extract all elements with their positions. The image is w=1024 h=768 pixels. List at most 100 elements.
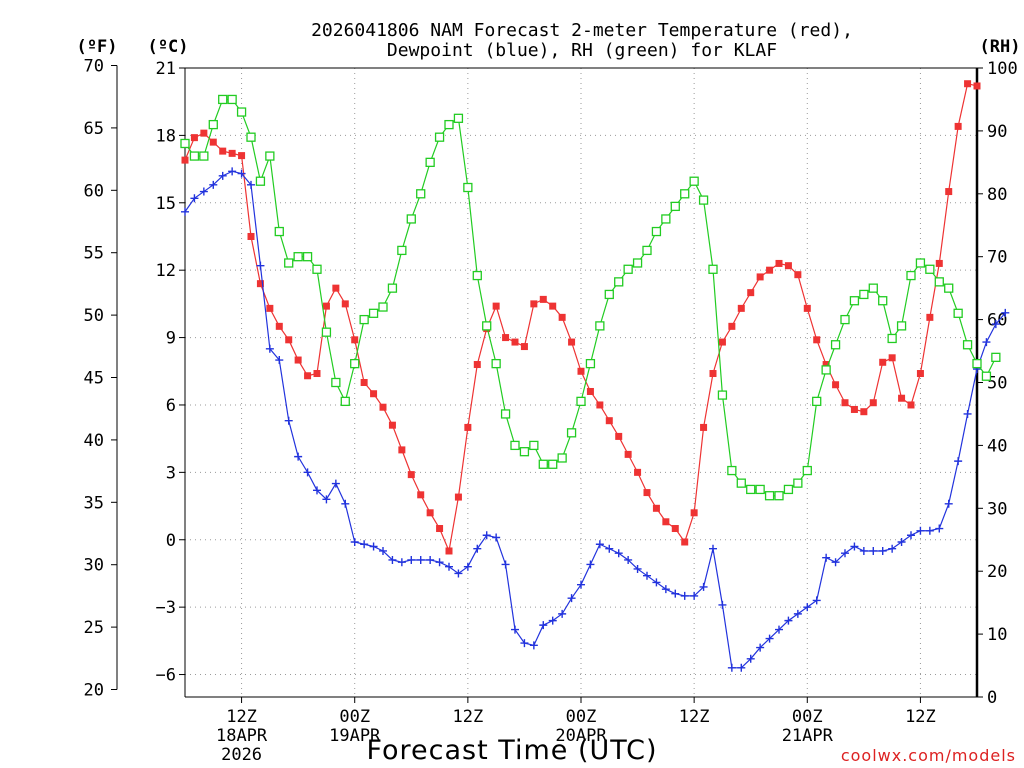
rh-point bbox=[378, 302, 388, 312]
temperature-point bbox=[973, 82, 981, 90]
rh-point bbox=[708, 264, 718, 274]
dewpoint-point bbox=[963, 409, 972, 418]
temperature-point bbox=[294, 356, 302, 364]
dewpoint-point bbox=[718, 600, 727, 609]
dewpoint-point bbox=[190, 194, 199, 203]
rh-point bbox=[359, 314, 369, 325]
rh-point bbox=[227, 94, 237, 105]
rh-point bbox=[604, 289, 614, 300]
x-tick-date-label: 21APR bbox=[782, 726, 834, 746]
temperature-point bbox=[615, 432, 623, 440]
rh-point bbox=[472, 270, 482, 281]
dewpoint-point bbox=[793, 609, 802, 618]
temperature-point bbox=[794, 271, 802, 279]
dewpoint-point bbox=[784, 616, 793, 625]
temperature-point bbox=[662, 518, 670, 526]
dewpoint-point bbox=[350, 537, 359, 546]
x-tick-date-label: 18APR bbox=[216, 726, 268, 746]
rh-point bbox=[453, 113, 464, 123]
x-tick-time-label: 00Z bbox=[566, 707, 597, 727]
rh-point bbox=[557, 453, 567, 463]
grid-lines bbox=[185, 67, 977, 697]
temperature-point bbox=[181, 156, 189, 164]
temperature-point bbox=[464, 423, 472, 431]
rh-point bbox=[802, 465, 812, 476]
temperature-point bbox=[964, 80, 972, 88]
temperature-point bbox=[841, 399, 849, 407]
dewpoint-point bbox=[360, 540, 369, 549]
rh-point bbox=[510, 440, 520, 451]
temperature-point bbox=[869, 399, 877, 407]
rh-point bbox=[915, 258, 926, 268]
dewpoint-point bbox=[907, 531, 915, 540]
rh-point bbox=[925, 264, 935, 274]
rh-tick-label: 70 bbox=[987, 248, 1007, 268]
rh-point bbox=[529, 440, 539, 451]
temperature-point bbox=[577, 367, 585, 375]
x-tick-date-label: 20APR bbox=[555, 726, 607, 746]
rh-point bbox=[896, 321, 907, 331]
rh-point bbox=[680, 189, 690, 199]
dewpoint-point bbox=[558, 609, 567, 618]
rh-point bbox=[265, 151, 275, 161]
fahrenheit-tick-label: 20 bbox=[84, 681, 104, 701]
rh-point bbox=[878, 296, 888, 306]
dewpoint-point bbox=[690, 591, 699, 600]
dewpoint-point bbox=[869, 546, 878, 555]
dewpoint-point bbox=[897, 537, 906, 546]
rh-point bbox=[642, 245, 652, 256]
temperature-point bbox=[200, 129, 208, 137]
dewpoint-point bbox=[303, 468, 312, 477]
temperature-point bbox=[935, 259, 943, 267]
temperature-point bbox=[916, 370, 924, 378]
celsius-tick-label: 18 bbox=[156, 126, 176, 146]
fahrenheit-tick-label: 30 bbox=[84, 556, 104, 576]
rh-tick-label: 100 bbox=[987, 59, 1018, 79]
temperature-point bbox=[605, 417, 613, 425]
rh-point bbox=[236, 107, 247, 117]
dewpoint-point bbox=[463, 562, 472, 571]
x-tick-year-label: 2026 bbox=[221, 745, 262, 765]
temperature-point bbox=[690, 509, 698, 517]
dewpoint-point bbox=[313, 486, 321, 495]
dewpoint-point bbox=[218, 171, 227, 180]
rh-point bbox=[321, 327, 332, 337]
dewpoint-point bbox=[624, 555, 633, 564]
temperature-point bbox=[228, 149, 236, 157]
rh-point bbox=[661, 214, 671, 224]
dewpoint-point bbox=[237, 169, 246, 178]
dewpoint-point bbox=[247, 180, 255, 189]
temperature-point bbox=[822, 361, 830, 369]
celsius-tick-label: 3 bbox=[166, 463, 176, 483]
temperature-point bbox=[718, 338, 726, 346]
rh-point bbox=[595, 321, 605, 331]
dewpoint-point bbox=[520, 639, 529, 648]
x-tick-time-label: 12Z bbox=[452, 707, 483, 727]
rh-point bbox=[887, 333, 897, 344]
rh-tick-label: 30 bbox=[987, 499, 1007, 519]
rh-tick-label: 50 bbox=[987, 374, 1007, 394]
dewpoint-point bbox=[369, 542, 378, 551]
rh-point bbox=[331, 377, 341, 388]
temperature-point bbox=[341, 300, 349, 308]
temperature-point bbox=[681, 538, 689, 546]
rh-point bbox=[566, 428, 577, 438]
dewpoint-point bbox=[407, 555, 416, 564]
fahrenheit-tick-label: 60 bbox=[84, 181, 104, 201]
rh-point bbox=[255, 176, 266, 186]
temperature-point bbox=[652, 504, 660, 512]
temperature-point bbox=[520, 343, 528, 351]
temperature-point bbox=[398, 446, 406, 454]
temperature-point bbox=[766, 266, 774, 274]
dewpoint-point bbox=[209, 180, 218, 189]
dewpoint-point bbox=[265, 344, 274, 353]
chart-title-line2: Dewpoint (blue), RH (green) for KLAF bbox=[387, 40, 777, 61]
dewpoint-point bbox=[331, 479, 340, 488]
dewpoint-point bbox=[888, 544, 897, 553]
rh-point bbox=[812, 396, 822, 407]
temperature-point bbox=[407, 471, 415, 479]
rh-point bbox=[434, 132, 445, 142]
temperature-point bbox=[728, 322, 736, 330]
temperature-point bbox=[511, 338, 519, 346]
